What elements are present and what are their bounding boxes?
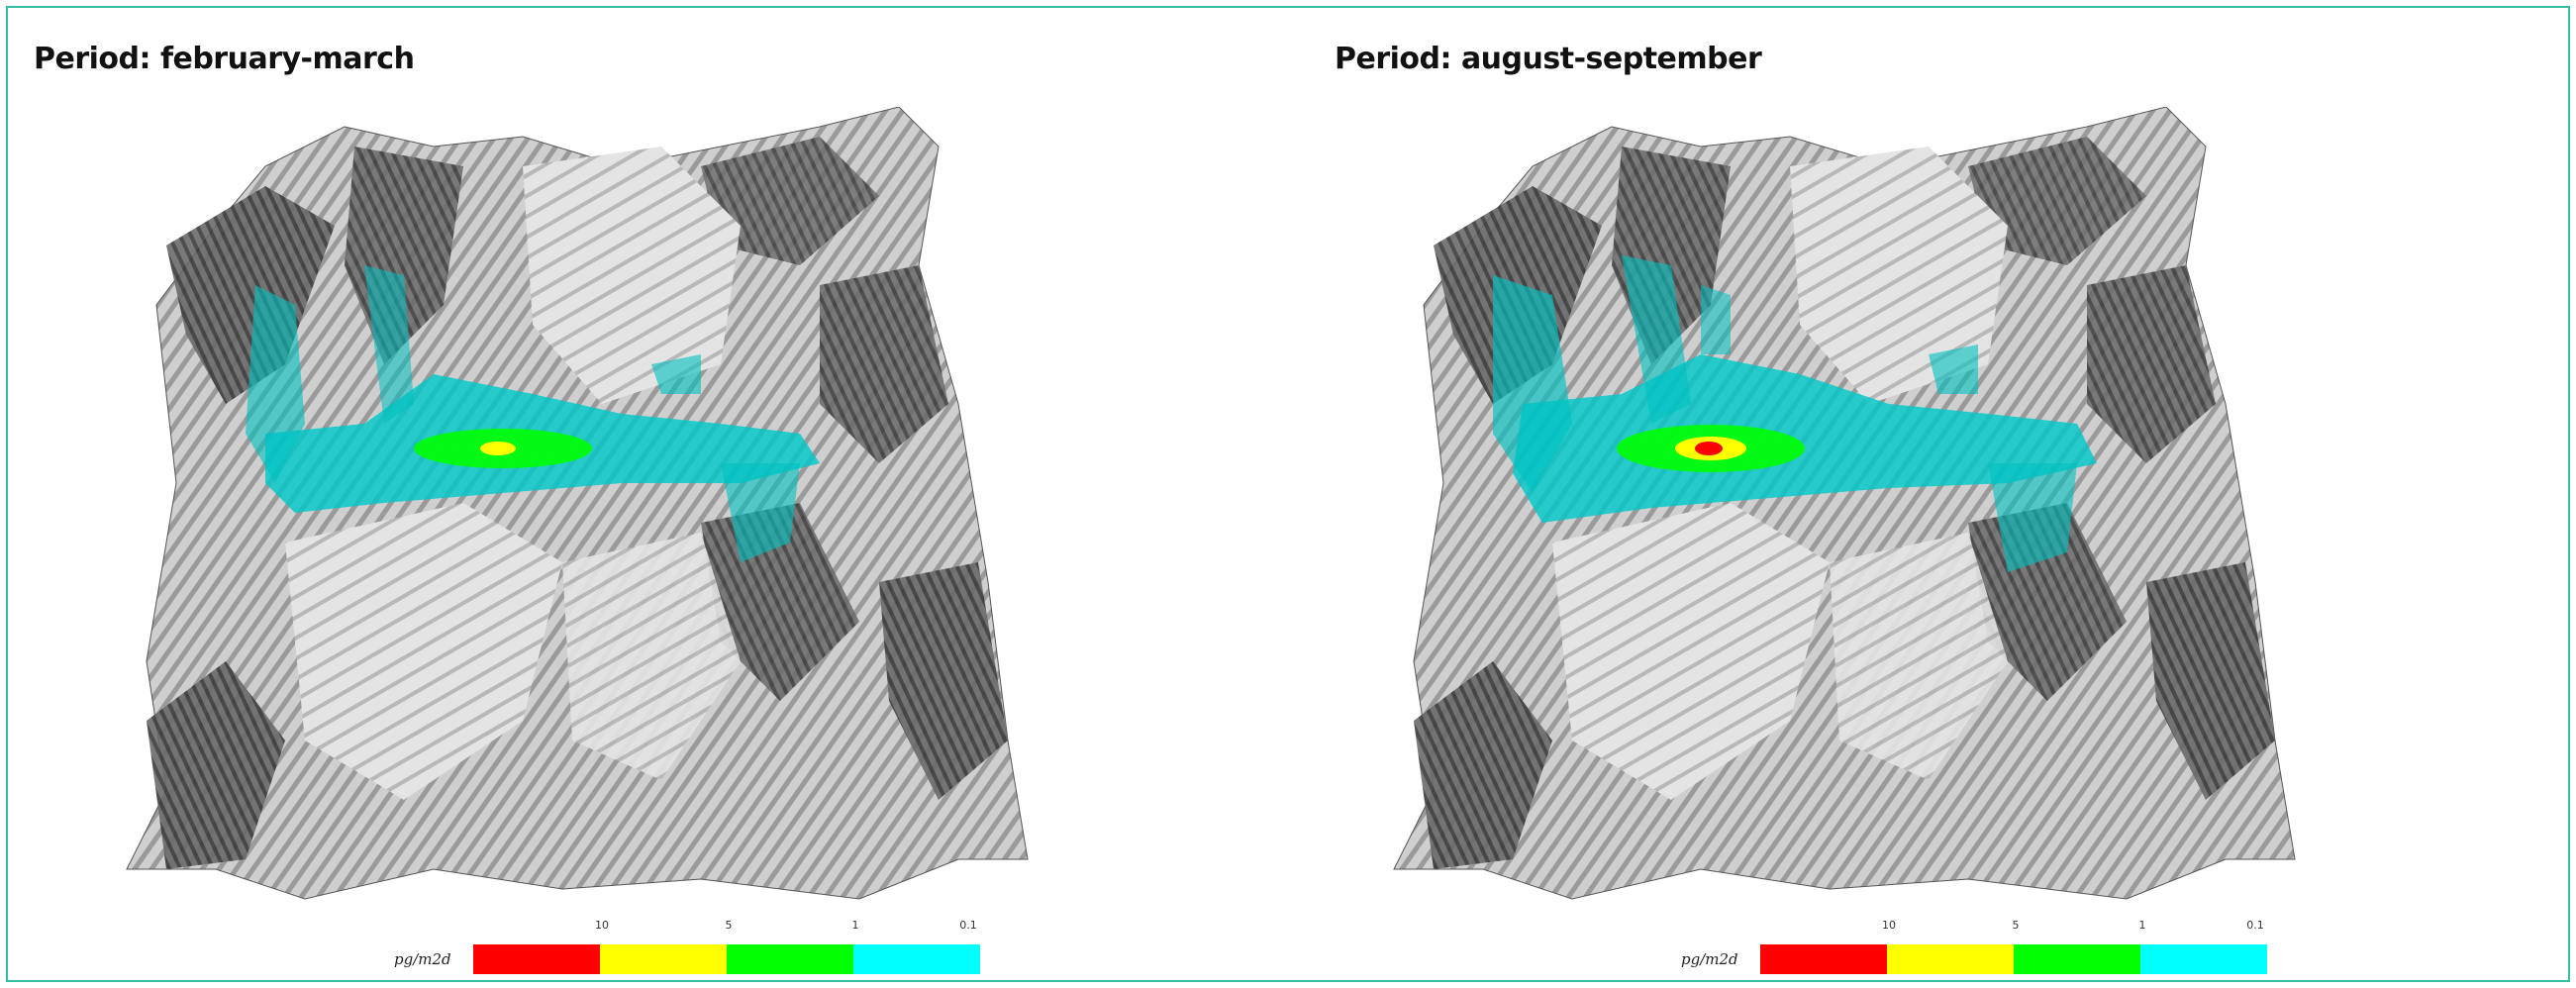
legend-tick-5: 5 — [725, 919, 733, 932]
legend-color-bar — [1760, 944, 2267, 974]
legend-tick-10: 10 — [595, 919, 609, 932]
panel-title: Period: august-september — [1335, 42, 1762, 76]
legend-swatch-yellow — [600, 944, 727, 974]
legend-swatch-cyan — [2140, 944, 2267, 974]
panel-august-september: Period: august-september — [1335, 8, 2576, 984]
terrain-map-february-march — [126, 107, 1029, 900]
legend-tick-1: 1 — [2138, 919, 2146, 932]
legend-swatch-green — [2014, 944, 2140, 974]
legend-ticks: 10 5 1 0.1 — [1760, 919, 2275, 939]
legend-swatch-green — [727, 944, 853, 974]
legend-tick-0-1: 0.1 — [2246, 919, 2264, 932]
legend-tick-1: 1 — [851, 919, 859, 932]
terrain-map-august-september — [1393, 107, 2296, 900]
figure-frame: Period: february-march — [6, 6, 2570, 982]
legend-ticks: 10 5 1 0.1 — [473, 919, 988, 939]
legend-unit: pg/m2d — [1681, 950, 1738, 968]
legend-unit: pg/m2d — [394, 950, 451, 968]
legend-tick-10: 10 — [1882, 919, 1896, 932]
legend-color-bar — [473, 944, 980, 974]
legend-swatch-cyan — [853, 944, 980, 974]
plume-hotspot — [480, 442, 516, 455]
legend-tick-0-1: 0.1 — [959, 919, 977, 932]
legend-tick-5: 5 — [2012, 919, 2020, 932]
legend-swatch-red — [473, 944, 600, 974]
panel-title: Period: february-march — [34, 42, 415, 76]
legend-swatch-red — [1760, 944, 1887, 974]
plume-hotspot — [1695, 442, 1723, 455]
legend-swatch-yellow — [1887, 944, 2014, 974]
panel-february-march: Period: february-march — [8, 8, 1295, 984]
